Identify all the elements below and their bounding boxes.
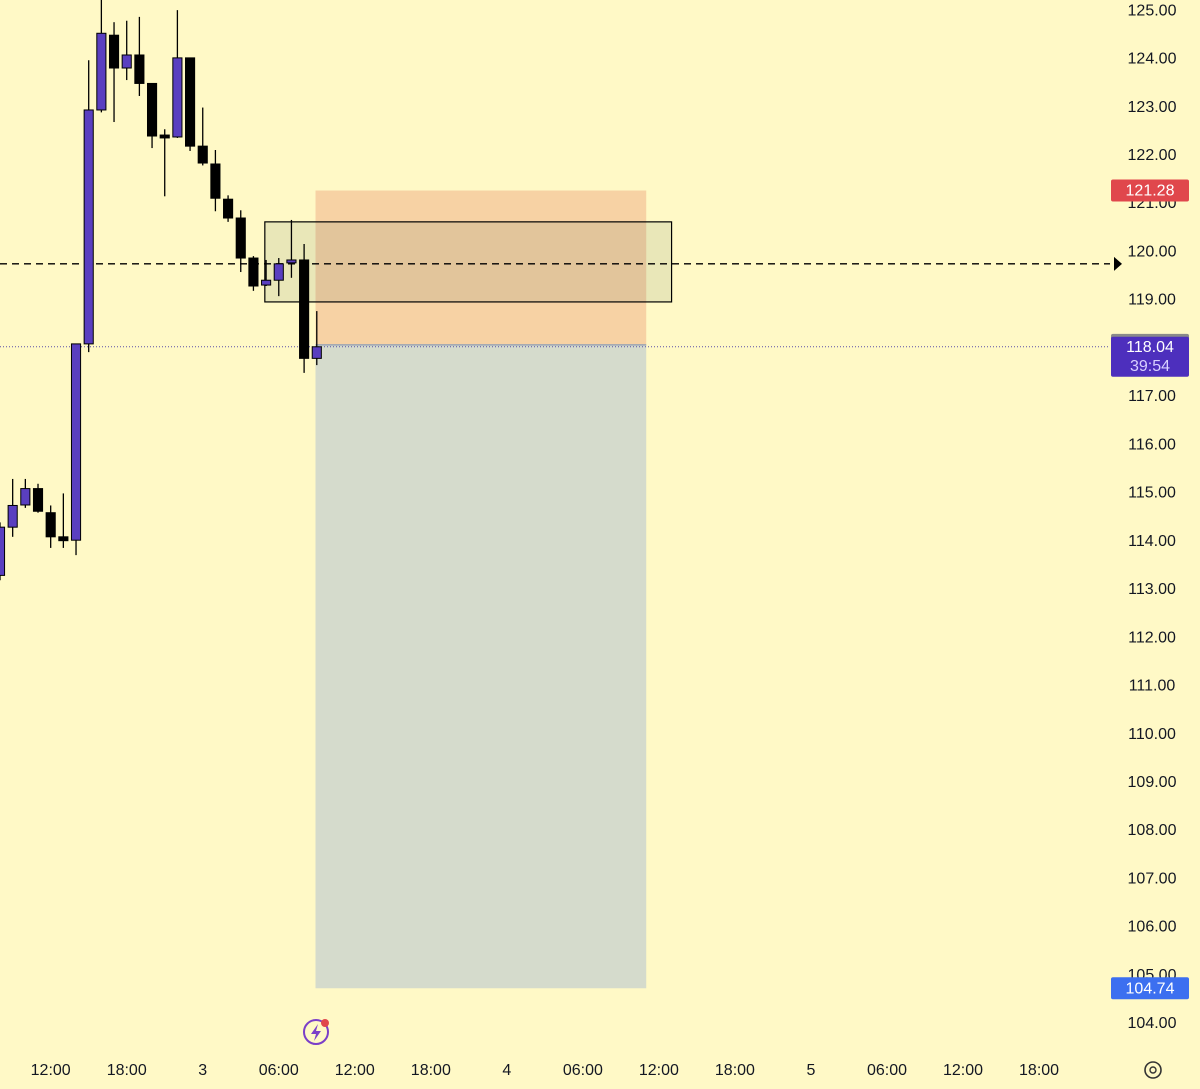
x-tick-label: 3 <box>198 1062 207 1079</box>
candle-body <box>223 198 234 219</box>
candle-body <box>134 54 145 84</box>
candle-body <box>286 259 297 264</box>
candle-body <box>210 163 221 199</box>
y-tick-label: 114.00 <box>1128 533 1176 550</box>
candle-body <box>235 217 246 259</box>
y-tick-label: 116.00 <box>1128 436 1176 453</box>
candle-body <box>32 488 44 512</box>
y-tick-label: 122.00 <box>1128 147 1177 164</box>
candle-body <box>261 279 272 286</box>
x-tick-label: 18:00 <box>107 1062 147 1079</box>
x-tick-label: 5 <box>807 1062 816 1079</box>
candle-body <box>197 145 208 164</box>
alert-bolt <box>311 1024 321 1041</box>
candle-body <box>185 57 196 147</box>
current-price-label: 118.04 <box>1126 339 1174 356</box>
countdown-label: 39:54 <box>1130 358 1170 375</box>
y-tick-label: 106.00 <box>1128 919 1177 936</box>
candle-body <box>273 263 284 281</box>
price-label-box <box>1111 179 1189 202</box>
x-tick-label: 06:00 <box>563 1062 603 1079</box>
price-label: 121.28 <box>1126 183 1175 200</box>
y-tick-label: 110.00 <box>1128 726 1176 743</box>
candle-body <box>83 109 94 345</box>
y-tick-label: 107.00 <box>1128 870 1177 887</box>
zone-box <box>264 221 673 303</box>
candle-body <box>20 488 31 506</box>
y-tick-label: 125.00 <box>1128 2 1177 19</box>
stop-zone <box>315 190 647 345</box>
x-tick-label: 12:00 <box>335 1062 375 1079</box>
x-tick-label: 12:00 <box>943 1062 983 1079</box>
x-tick-label: 12:00 <box>31 1062 71 1079</box>
y-tick-label: 123.00 <box>1128 99 1177 116</box>
candle-body <box>159 134 170 139</box>
y-tick-label: 115.00 <box>1128 485 1176 502</box>
x-tick-label: 18:00 <box>411 1062 451 1079</box>
x-tick-label: 06:00 <box>867 1062 907 1079</box>
target-zone <box>315 344 647 989</box>
settings-icon[interactable] <box>1144 1061 1162 1079</box>
alert-dot <box>321 1019 329 1027</box>
x-tick-label: 4 <box>502 1062 511 1079</box>
y-tick-label: 109.00 <box>1128 774 1177 791</box>
candle-body <box>172 57 183 138</box>
candle-body <box>121 54 132 69</box>
y-tick-label: 124.00 <box>1128 51 1177 68</box>
price-label-box <box>1111 977 1189 1000</box>
candle-body <box>7 504 18 528</box>
candle-body <box>146 82 158 137</box>
settings-icon-center <box>1149 1066 1157 1074</box>
candle-body <box>96 32 107 111</box>
y-tick-label: 112.00 <box>1128 629 1176 646</box>
price-label: 104.74 <box>1126 980 1175 997</box>
y-tick-label: 113.00 <box>1128 581 1176 598</box>
candle-body <box>311 346 322 359</box>
y-tick-label: 104.00 <box>1128 1015 1177 1032</box>
x-tick-label: 18:00 <box>715 1062 755 1079</box>
candle-body <box>108 34 120 69</box>
y-tick-label: 120.00 <box>1128 243 1177 260</box>
y-tick-label: 119.00 <box>1128 292 1176 309</box>
y-tick-label: 117.00 <box>1128 388 1176 405</box>
current-price-box <box>1111 336 1189 377</box>
candle-body <box>299 259 310 359</box>
candle-body <box>70 343 82 541</box>
candle-body <box>0 526 6 576</box>
y-tick-label: 111.00 <box>1129 678 1176 695</box>
candle-body <box>58 536 69 542</box>
candle-body <box>45 512 56 538</box>
line-arrow <box>1114 256 1122 271</box>
x-tick-label: 18:00 <box>1019 1062 1059 1079</box>
x-tick-label: 06:00 <box>259 1062 299 1079</box>
candle-body <box>248 257 259 287</box>
alert-icon[interactable] <box>303 1019 329 1045</box>
y-tick-label: 108.00 <box>1128 822 1177 839</box>
x-tick-label: 12:00 <box>639 1062 679 1079</box>
